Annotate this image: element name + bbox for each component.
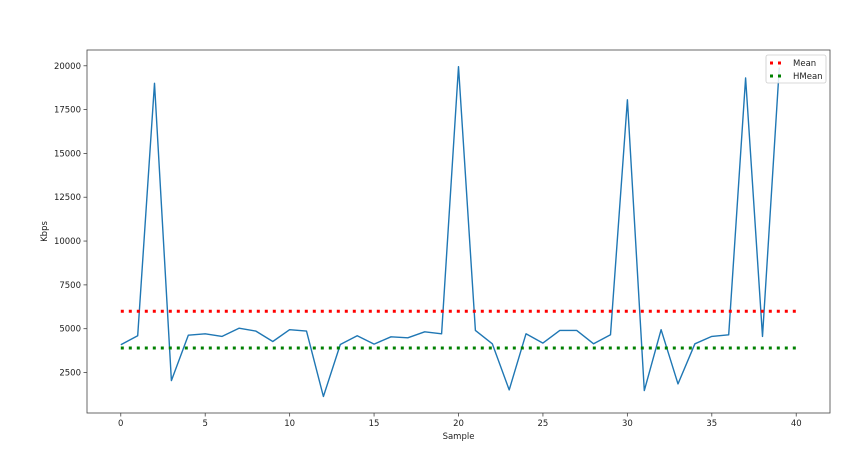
- x-axis-label: Sample: [443, 432, 475, 442]
- y-tick-label: 10000: [54, 237, 81, 247]
- legend-label-hmean: HMean: [793, 72, 823, 82]
- x-axis: 0 5 10 15 20 25 30 35 40: [118, 413, 802, 429]
- x-tick-label: 20: [453, 419, 464, 429]
- kbps-series-line: [120, 65, 780, 398]
- x-tick-label: 30: [622, 419, 633, 429]
- y-tick-label: 20000: [54, 62, 81, 72]
- legend: Mean HMean: [765, 54, 827, 84]
- y-tick-label: 7500: [59, 281, 81, 291]
- y-tick-label: 17500: [54, 106, 81, 116]
- y-axis-label: Kbps: [40, 221, 50, 242]
- x-tick-label: 35: [706, 419, 717, 429]
- x-tick-label: 5: [202, 419, 207, 429]
- plot-area: [120, 65, 797, 398]
- x-tick-label: 10: [284, 419, 295, 429]
- x-tick-label: 40: [791, 419, 802, 429]
- x-tick-label: 15: [369, 419, 380, 429]
- x-tick-label: 0: [118, 419, 123, 429]
- y-tick-label: 2500: [59, 369, 81, 379]
- y-tick-label: 15000: [54, 149, 81, 159]
- y-tick-label: 12500: [54, 193, 81, 203]
- axes-frame: [86, 49, 831, 414]
- y-tick-label: 5000: [59, 325, 81, 335]
- legend-label-mean: Mean: [793, 59, 816, 69]
- y-axis: 2500 5000 7500 10000 12500 15000 17500 20000: [54, 62, 87, 379]
- x-tick-label: 25: [538, 419, 549, 429]
